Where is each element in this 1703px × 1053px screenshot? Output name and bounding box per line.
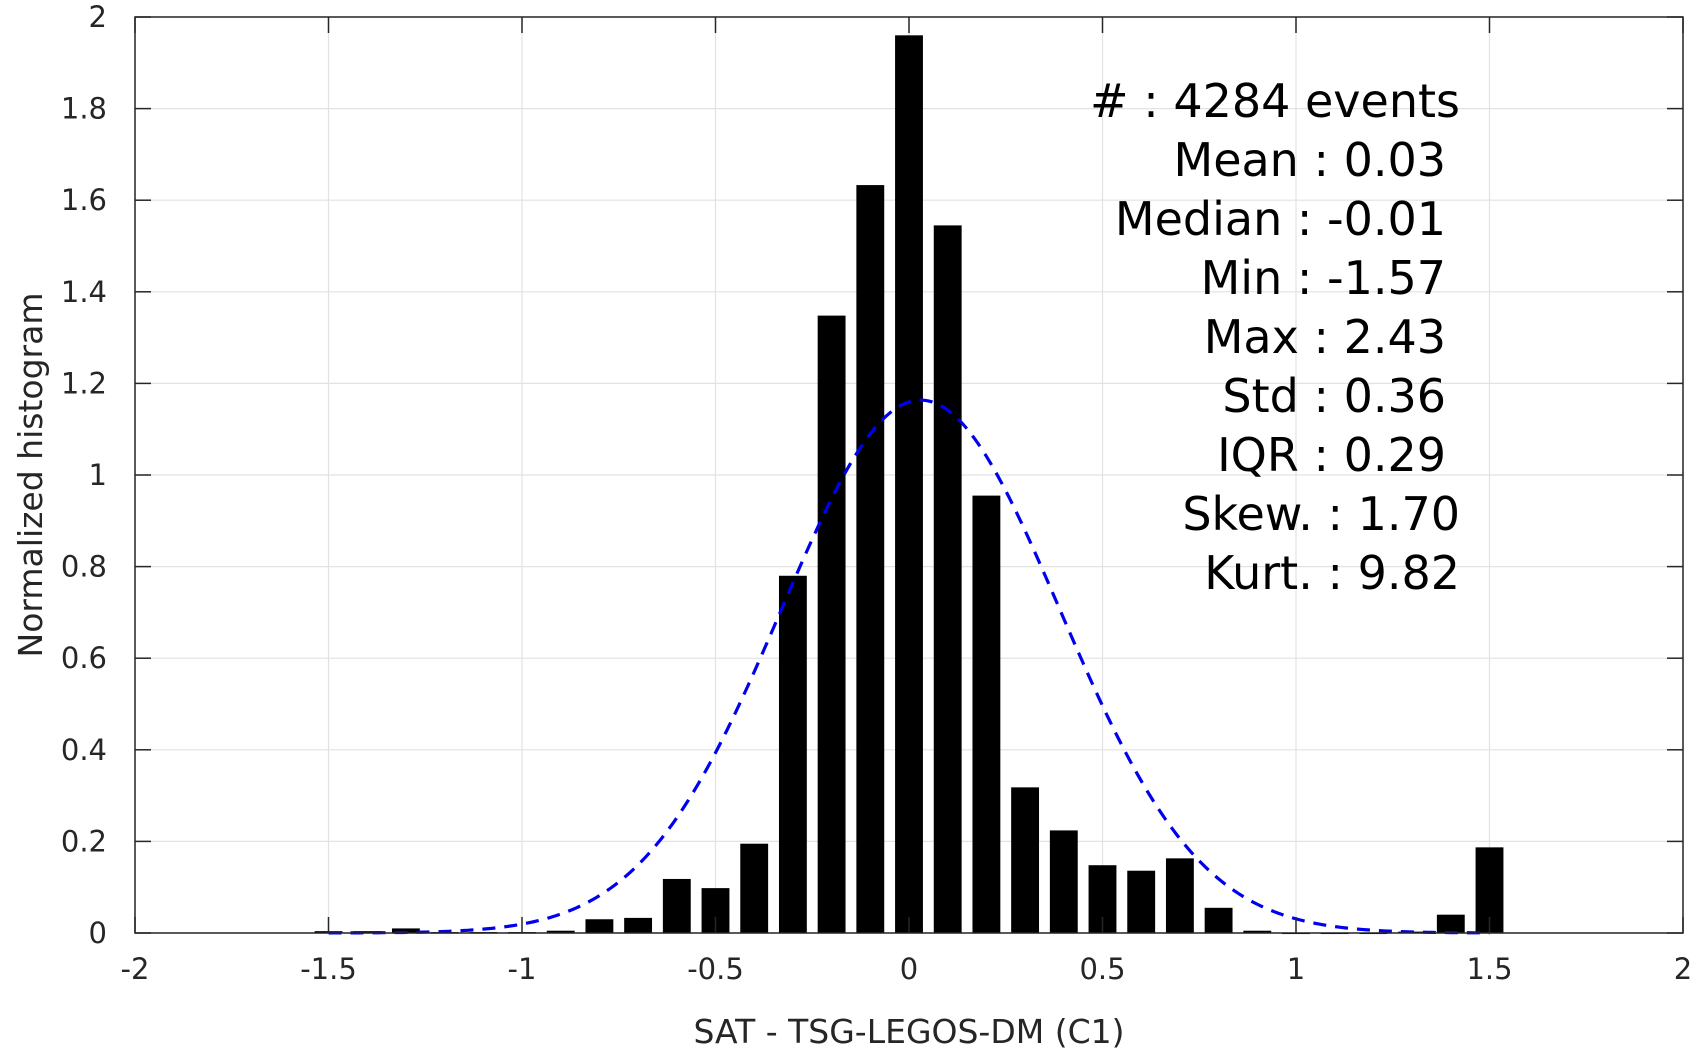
histogram-bar <box>856 185 885 933</box>
stat-count: # : 4284 events <box>1090 74 1460 128</box>
x-tick-label: 1.5 <box>1466 952 1512 986</box>
x-tick-label: 1 <box>1287 952 1305 986</box>
stat-iqr: IQR : 0.29 <box>1217 428 1446 482</box>
x-tick-label: -2 <box>121 952 150 986</box>
y-tick-label: 1 <box>89 458 107 492</box>
histogram-bar <box>740 843 769 933</box>
y-tick-label: 0.4 <box>61 733 107 767</box>
histogram-bar <box>662 878 691 933</box>
y-tick-label: 2 <box>89 0 107 34</box>
tick-marks <box>134 16 1684 934</box>
histogram-bar <box>972 495 1001 933</box>
stat-skew: Skew. : 1.70 <box>1182 487 1460 541</box>
x-tick-label: 0.5 <box>1079 952 1125 986</box>
x-tick-labels: -2 -1.5 -1 -0.5 0 0.5 1 1.5 2 <box>121 952 1693 986</box>
y-tick-labels: 0 0.2 0.4 0.6 0.8 1 1.2 1.4 1.6 1.8 2 <box>61 0 107 950</box>
histogram-bar <box>546 930 575 933</box>
histogram-bar <box>1049 830 1078 933</box>
y-tick-label: 1.8 <box>61 92 107 126</box>
histogram-bar <box>933 225 962 933</box>
stat-min: Min : -1.57 <box>1201 251 1446 305</box>
y-tick-label: 0 <box>89 916 107 950</box>
x-tick-label: 2 <box>1674 952 1692 986</box>
histogram-bar <box>1165 858 1194 933</box>
x-tick-label: -1.5 <box>300 952 357 986</box>
y-tick-label: 1.2 <box>61 366 107 400</box>
histogram-bar <box>391 928 420 933</box>
x-tick-label: -0.5 <box>687 952 744 986</box>
histogram-bar <box>1127 870 1156 933</box>
histogram-bar <box>817 315 846 934</box>
x-tick-label: -1 <box>508 952 537 986</box>
x-axis-label: SAT - TSG-LEGOS-DM (C1) <box>694 1012 1125 1051</box>
y-tick-label: 1.4 <box>61 275 107 309</box>
y-axis-label: Normalized histogram <box>11 293 50 658</box>
stat-std: Std : 0.36 <box>1222 369 1446 423</box>
x-tick-label: 0 <box>900 952 918 986</box>
histogram-bars <box>314 35 1504 935</box>
y-tick-label: 1.6 <box>61 183 107 217</box>
stat-median: Median : -0.01 <box>1115 192 1446 246</box>
y-tick-label: 0.6 <box>61 641 107 675</box>
y-tick-label: 0.8 <box>61 550 107 584</box>
stat-mean: Mean : 0.03 <box>1174 133 1447 187</box>
histogram-bar <box>1436 914 1465 933</box>
histogram-bar <box>895 35 923 933</box>
histogram-bar <box>1243 930 1272 933</box>
stat-max: Max : 2.43 <box>1204 310 1446 364</box>
statistics-annotation: # : 4284 events Mean : 0.03 Median : -0.… <box>1090 74 1460 600</box>
histogram-bar <box>778 575 807 933</box>
stat-kurt: Kurt. : 9.82 <box>1204 546 1460 600</box>
histogram-bar <box>624 917 653 933</box>
histogram-bar <box>353 931 382 933</box>
histogram-bar <box>585 919 614 933</box>
histogram-bar <box>1204 907 1233 933</box>
y-tick-label: 0.2 <box>61 824 107 858</box>
histogram-bar <box>1011 787 1040 933</box>
